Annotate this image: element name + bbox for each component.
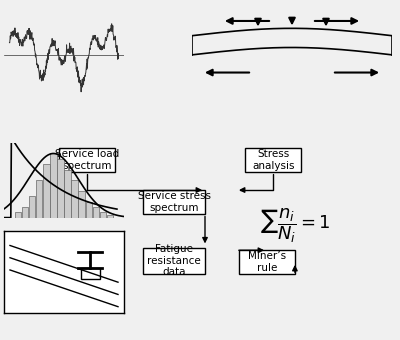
Bar: [43, 164, 50, 218]
Bar: [64, 170, 71, 218]
Bar: [86, 202, 92, 218]
Text: Service stress
spectrum: Service stress spectrum: [138, 191, 210, 212]
Bar: [22, 207, 28, 218]
Text: Fatigue
resistance
data: Fatigue resistance data: [147, 244, 201, 277]
FancyBboxPatch shape: [239, 250, 295, 274]
Bar: [72, 180, 78, 218]
Text: $\sum \dfrac{n_i}{N_i} = 1$: $\sum \dfrac{n_i}{N_i} = 1$: [260, 206, 330, 245]
Text: Stress
analysis: Stress analysis: [252, 149, 294, 171]
FancyBboxPatch shape: [143, 248, 205, 274]
Bar: [36, 180, 42, 218]
FancyBboxPatch shape: [245, 148, 301, 172]
FancyBboxPatch shape: [59, 148, 115, 172]
Bar: [107, 215, 113, 218]
Bar: [100, 212, 106, 218]
Bar: [57, 159, 64, 218]
Text: Service load
spectrum: Service load spectrum: [55, 149, 119, 171]
Text: Miner’s
rule: Miner’s rule: [248, 251, 286, 273]
FancyBboxPatch shape: [143, 190, 205, 214]
Bar: [29, 196, 36, 218]
Bar: [50, 153, 56, 218]
Bar: [92, 207, 99, 218]
Bar: [78, 191, 85, 218]
Bar: [81, 268, 100, 278]
Bar: [15, 212, 21, 218]
